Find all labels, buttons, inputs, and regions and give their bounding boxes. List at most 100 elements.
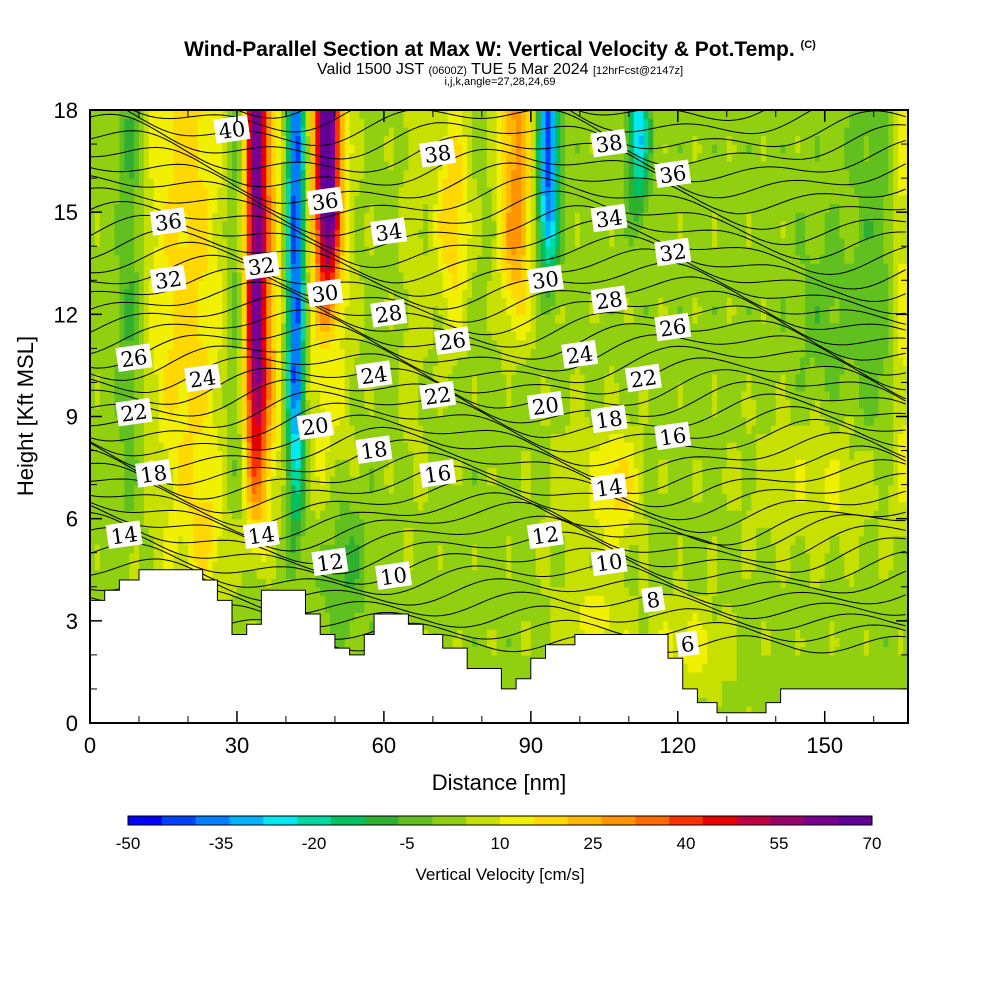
- isentrope-line: [90, 527, 906, 575]
- isentrope-label-text: 22: [629, 365, 659, 392]
- isentrope-label-text: 18: [594, 406, 624, 433]
- colorbar-swatch: [601, 816, 636, 825]
- isentrope-line: [90, 558, 906, 596]
- isentrope-label-text: 12: [531, 522, 561, 549]
- isentrope-label-text: 20: [531, 393, 561, 420]
- x-tick-label: 120: [659, 733, 696, 758]
- title-text: Wind-Parallel Section at Max W: Vertical…: [184, 38, 795, 61]
- isentrope-line: [90, 162, 906, 215]
- colorbar-swatch: [804, 816, 839, 825]
- isentrope-line: [90, 492, 906, 546]
- isentrope-line: [90, 267, 906, 325]
- colorbar-swatch: [364, 816, 399, 825]
- valid-date: TUE 5 Mar 2024: [471, 61, 589, 78]
- colorbar-swatch: [263, 816, 298, 825]
- isentrope-line: [90, 379, 906, 424]
- isentrope-label: 24: [561, 339, 599, 369]
- y-tick-label: 0: [66, 711, 78, 736]
- colorbar-swatch: [297, 816, 332, 825]
- isentrope-line: [90, 323, 906, 376]
- isentrope-label: 20: [526, 391, 564, 420]
- colorbar-tick-label: -50: [116, 834, 141, 853]
- isentrope-label: 26: [115, 343, 153, 372]
- isentrope-line: [90, 426, 906, 481]
- isentrope-line: [90, 281, 906, 336]
- y-tick-label: 12: [54, 302, 78, 327]
- isentrope-label: 28: [590, 285, 628, 314]
- colorbar-swatch: [466, 816, 501, 825]
- isentrope-label-text: 32: [658, 239, 688, 266]
- colorbar-frame: [127, 815, 873, 826]
- isentrope-label: 16: [654, 421, 692, 451]
- isentrope-label-text: 26: [119, 345, 149, 372]
- isentrope-label-text: 14: [109, 522, 139, 549]
- isentrope-label: 38: [419, 139, 457, 168]
- isentrope-label-text: 24: [188, 365, 218, 392]
- isentrope-line: [90, 214, 906, 275]
- isentrope-line: [131, 110, 813, 135]
- isentrope-label-text: 10: [379, 563, 409, 590]
- isentrope-label-text: 12: [315, 549, 345, 576]
- colorbar: -50 -35 -20 -5 10 25 40 55 70: [116, 815, 881, 853]
- isentrope-label-text: 28: [374, 301, 404, 328]
- isentrope-line: [90, 402, 906, 453]
- colorbar-swatch: [533, 816, 568, 825]
- isentrope-label: 30: [526, 265, 564, 294]
- x-tick-label: 0: [84, 733, 96, 758]
- isentrope-label: 34: [370, 217, 408, 246]
- isentrope-label: 14: [242, 520, 280, 549]
- isentrope-label-text: 16: [423, 461, 453, 488]
- isentrope-label: 18: [590, 404, 628, 434]
- colorbar-tick-label: -20: [302, 834, 327, 853]
- isentrope-label-text: 26: [438, 328, 468, 355]
- isentrope-label-text: 8: [645, 588, 662, 614]
- isentrope-line: [90, 175, 906, 230]
- colorbar-swatch: [229, 816, 264, 825]
- isentrope-line: [90, 241, 906, 303]
- y-tick-label: 6: [66, 507, 78, 532]
- isentrope-label: 10: [375, 561, 413, 590]
- colorbar-tick-label: -35: [209, 834, 234, 853]
- isentrope-label: 6: [675, 630, 700, 658]
- isentrope-label-text: 6: [679, 632, 696, 658]
- isentrope-line: [90, 254, 906, 315]
- isentrope-line: [90, 390, 906, 439]
- colorbar-swatch: [770, 816, 805, 825]
- colorbar-swatch: [500, 816, 535, 825]
- isentrope-line: [90, 60, 906, 107]
- isentrope-label: 24: [184, 363, 222, 393]
- isentrope-label: 18: [355, 435, 393, 464]
- isentrope-label: 8: [641, 586, 666, 614]
- isentrope-label: 14: [590, 472, 628, 502]
- isentrope-line: [90, 573, 906, 607]
- isentrope-label-text: 34: [594, 205, 624, 232]
- valid-utc: (0600Z): [428, 65, 467, 77]
- colorbar-tick-label: 25: [584, 834, 603, 853]
- colorbar-title: Vertical Velocity [cm/s]: [415, 865, 584, 884]
- isentrope-labels: 40 38 38 36 36 36 34 34 32 32 32 30 30 28 28 26 26 26 24 24…: [105, 115, 700, 658]
- x-tick-label: 30: [225, 733, 249, 758]
- isentrope-label: 34: [590, 203, 628, 233]
- isentrope-line: [90, 309, 906, 361]
- isentrope-label: 36: [654, 159, 692, 188]
- isentrope-label-text: 24: [359, 362, 389, 389]
- isentrope-label-text: 26: [658, 314, 688, 341]
- isentrope-label-text: 22: [119, 399, 149, 426]
- isentrope-line: [90, 512, 906, 565]
- terrain: [89, 569, 909, 724]
- colorbar-swatch: [736, 816, 771, 825]
- isentrope-line: [90, 589, 906, 620]
- isentrope-line: [90, 452, 906, 508]
- isentrope-label: 38: [590, 128, 628, 158]
- isentrope-label-text: 36: [658, 161, 688, 188]
- isentrope-label-text: 10: [594, 549, 624, 576]
- isentrope-line: [90, 338, 906, 391]
- isentrope-label: 12: [311, 547, 349, 577]
- forecast-info: [12hrFcst@2147z]: [592, 65, 684, 77]
- colorbar-swatch: [669, 816, 704, 825]
- chart-subtitle: Valid 1500 JST (0600Z) TUE 5 Mar 2024 [1…: [0, 61, 1000, 79]
- isentrope-line: [90, 367, 906, 409]
- isentrope-label: 22: [419, 380, 457, 410]
- isentrope-label: 12: [526, 520, 564, 549]
